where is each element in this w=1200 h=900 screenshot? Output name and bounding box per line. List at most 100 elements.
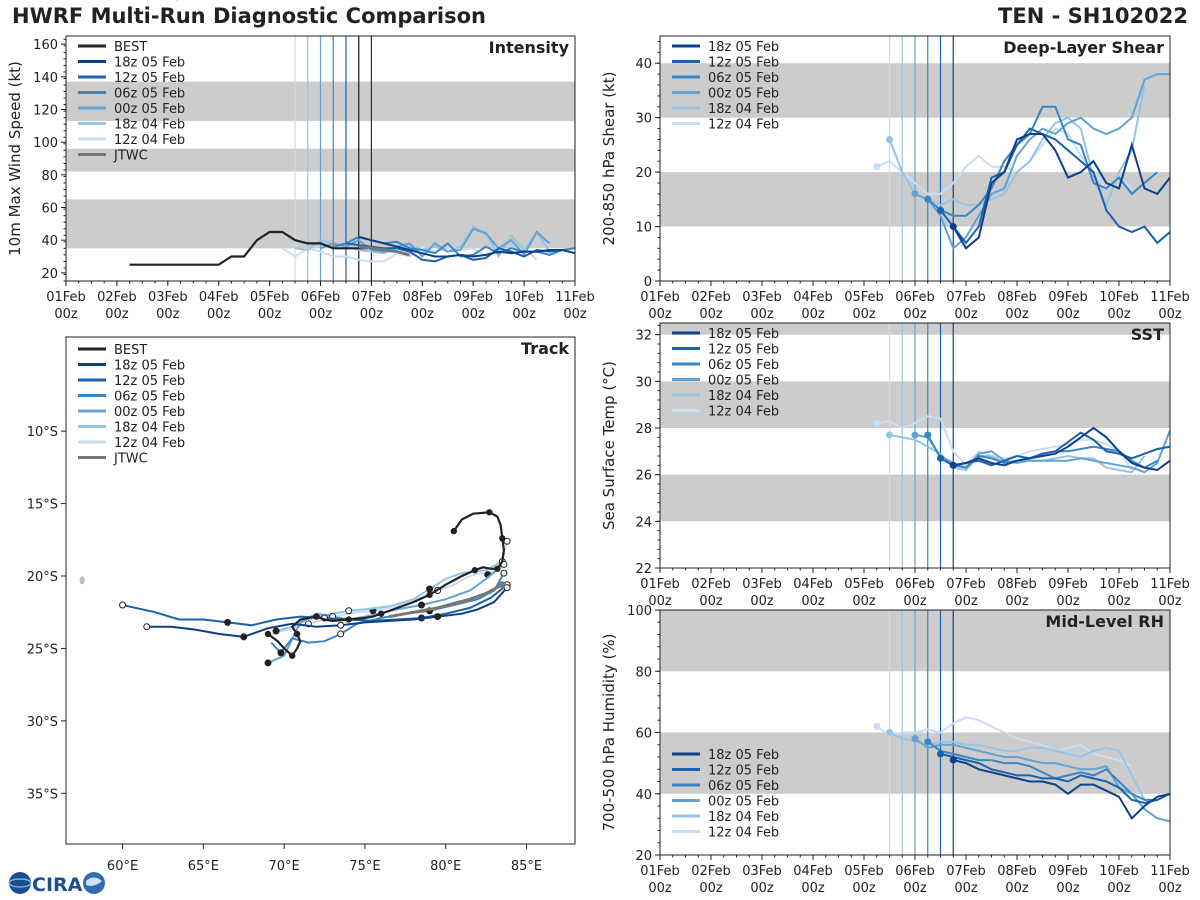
legend-entry: 18z 04 Feb	[708, 102, 779, 117]
best-marker	[471, 567, 479, 574]
panel-shear: 0 10 20 30 40 01Feb 00z 02Feb 00z 03Feb 00z 04Feb 00…	[600, 35, 1190, 322]
legend-entry: 06z 05 Feb	[114, 87, 185, 102]
x-tick-label: 02Feb	[691, 864, 731, 879]
track-marker	[426, 585, 434, 593]
x-tick-label: 02Feb	[691, 577, 731, 592]
x-tick-sublabel: 00z	[512, 307, 536, 322]
x-tick-label: 04Feb	[793, 290, 833, 305]
x-tick-label: 02Feb	[691, 290, 731, 305]
init-marker	[911, 735, 919, 743]
best-marker	[450, 527, 458, 535]
x-tick-sublabel: 00z	[903, 881, 927, 896]
init-marker	[924, 738, 932, 746]
x-tick-sublabel: 00z	[462, 307, 486, 322]
x-tick-sublabel: 00z	[903, 307, 927, 322]
x-tick-sublabel: 00z	[648, 594, 672, 609]
x-tick-sublabel: 00z	[648, 881, 672, 896]
panel-title: SST	[1131, 325, 1164, 344]
x-tick-sublabel: 00z	[1158, 881, 1182, 896]
series-line-06z-05-Feb	[927, 740, 1158, 801]
y-tick-label: 100	[33, 136, 58, 151]
y-tick-label: 24	[635, 515, 652, 530]
x-tick-label: 11Feb	[555, 290, 595, 305]
panel-title: Track	[521, 339, 569, 358]
x-tick-sublabel: 00z	[648, 307, 672, 322]
legend-entry: 06z 05 Feb	[708, 358, 779, 373]
track-marker	[240, 633, 248, 641]
init-marker	[949, 461, 957, 469]
x-tick-sublabel: 00z	[360, 307, 384, 322]
track-line-18z-04-Feb	[275, 560, 503, 633]
series-line-12z-04-Feb	[876, 716, 1133, 768]
x-tick-label: 05Feb	[844, 290, 884, 305]
legend-entry: 00z 05 Feb	[708, 87, 779, 102]
track-marker	[337, 621, 345, 629]
x-tick-sublabel: 00z	[699, 594, 723, 609]
jtwc-line	[388, 583, 504, 619]
init-marker	[924, 195, 932, 203]
x-tick-sublabel: 00z	[411, 307, 435, 322]
x-tick-label: 04Feb	[793, 577, 833, 592]
legend-entry: 18z 05 Feb	[114, 359, 185, 374]
x-tick-label: 01Feb	[640, 577, 680, 592]
x-tick-sublabel: 00z	[903, 594, 927, 609]
series-line-18z-05-Feb	[952, 133, 1170, 250]
legend-entry: 18z 05 Feb	[114, 56, 185, 71]
best-marker	[264, 630, 272, 638]
init-marker	[886, 729, 893, 736]
y-tick-label: 100	[627, 604, 652, 619]
axes-frame	[65, 336, 576, 845]
figure-title: HWRF Multi-Run Diagnostic Comparison	[12, 4, 487, 28]
series-line-18z-05-Feb	[358, 235, 575, 258]
init-marker	[937, 206, 944, 214]
best-marker	[377, 610, 385, 617]
legend-entry: 12z 04 Feb	[708, 405, 779, 420]
x-tick-label: 11Feb	[1150, 577, 1190, 592]
x-tick-sublabel: 00z	[801, 881, 825, 896]
track-marker	[224, 618, 232, 626]
x-tick-label: 75°E	[349, 859, 380, 874]
y-tick-label: 60	[41, 202, 58, 217]
panel-title: Intensity	[489, 38, 570, 57]
island-rodrigues	[176, 0, 179, 1]
init-marker	[949, 756, 957, 764]
x-tick-label: 06Feb	[895, 290, 935, 305]
storm-id-title: TEN - SH102022	[998, 4, 1188, 28]
x-tick-sublabel: 00z	[1158, 307, 1182, 322]
y-tick-label: 40	[635, 57, 652, 72]
x-tick-sublabel: 00z	[750, 594, 774, 609]
panel-sst: 22 24 26 28 30 32 01Feb 00z 02Feb 00z 03Feb 00z 04Fe…	[600, 322, 1190, 609]
init-marker	[911, 190, 919, 198]
legend-entry: BEST	[114, 40, 147, 55]
y-tick-label: 20°S	[27, 570, 58, 585]
legend-entry: JTWC	[113, 149, 148, 164]
best-track-line	[129, 230, 372, 266]
y-tick-label: 60	[635, 727, 652, 742]
legend-entry: 06z 05 Feb	[708, 779, 779, 794]
track-marker	[337, 630, 345, 638]
series-line-12z-05-Feb	[939, 127, 1170, 245]
track-marker	[434, 613, 442, 621]
x-tick-sublabel: 00z	[563, 307, 587, 322]
x-tick-sublabel: 00z	[801, 594, 825, 609]
legend-entry: JTWC	[113, 452, 148, 467]
y-tick-label: 30°S	[27, 715, 58, 730]
x-tick-sublabel: 00z	[852, 307, 876, 322]
y-tick-label: 26	[635, 469, 652, 484]
best-marker	[293, 630, 301, 638]
legend-entry: 06z 05 Feb	[114, 390, 185, 405]
best-marker	[289, 652, 296, 659]
y-tick-label: 10	[635, 221, 652, 236]
x-tick-label: 08Feb	[997, 864, 1037, 879]
jtwc-marker	[498, 581, 506, 589]
track-marker	[277, 649, 285, 657]
track-marker	[119, 601, 127, 609]
panel-title: Deep-Layer Shear	[1003, 38, 1164, 57]
x-tick-sublabel: 00z	[1158, 594, 1182, 609]
x-tick-label: 07Feb	[946, 290, 986, 305]
legend-entry: 12z 05 Feb	[114, 374, 185, 389]
init-marker	[886, 135, 893, 143]
best-marker	[494, 565, 501, 572]
init-marker	[937, 454, 944, 462]
